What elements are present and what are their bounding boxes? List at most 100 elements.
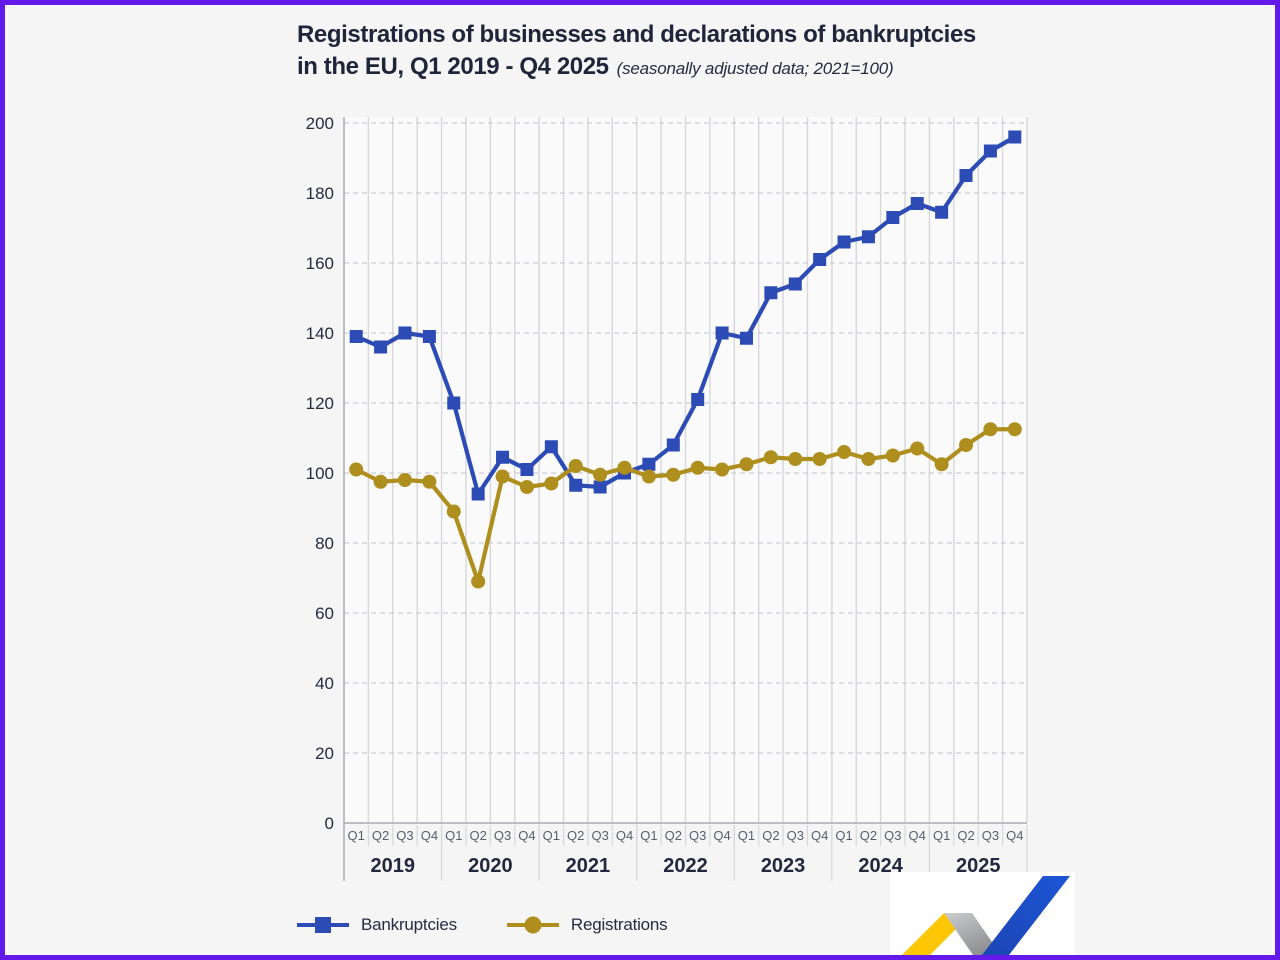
x-axis-quarter-label: Q3 xyxy=(982,828,999,843)
legend-label-registrations: Registrations xyxy=(570,915,668,934)
x-axis-quarter-label: Q2 xyxy=(957,828,974,843)
bankruptcies-data-point xyxy=(910,197,924,210)
bankruptcies-data-point xyxy=(1008,130,1022,144)
registrations-data-point xyxy=(471,574,486,589)
registrations-data-point xyxy=(983,422,998,437)
bankruptcies-data-point xyxy=(544,440,558,454)
x-axis-quarter-label: Q4 xyxy=(421,828,438,843)
y-axis-tick-label: 140 xyxy=(306,324,334,343)
x-axis-quarter-label: Q2 xyxy=(762,828,779,843)
bankruptcies-data-point xyxy=(349,330,363,343)
registrations-data-point xyxy=(495,469,510,484)
chart-title-line2-text: in the EU, Q1 2019 - Q4 2025 xyxy=(297,52,609,80)
bankruptcies-data-point xyxy=(422,330,436,343)
bankruptcies-data-point xyxy=(666,438,680,452)
y-axis-tick-label: 20 xyxy=(315,744,334,763)
registrations-data-point xyxy=(739,457,754,472)
registrations-data-point xyxy=(715,462,730,477)
x-axis-quarter-label: Q4 xyxy=(713,828,730,843)
x-axis-quarter-label: Q4 xyxy=(811,828,828,843)
x-axis-quarter-label: Q4 xyxy=(616,828,633,843)
registrations-data-point xyxy=(568,459,583,473)
registrations-data-point xyxy=(934,457,949,472)
x-axis-quarter-label: Q1 xyxy=(835,828,852,843)
x-axis-quarter-label: Q2 xyxy=(665,828,682,843)
x-axis-quarter-label: Q4 xyxy=(518,828,535,843)
y-axis-tick-label: 40 xyxy=(315,674,334,693)
x-axis-year-label: 2020 xyxy=(468,855,513,877)
bankruptcies-data-point xyxy=(788,277,802,291)
registrations-data-point xyxy=(959,438,974,452)
chart-title-block: Registrations of businesses and declarat… xyxy=(297,19,1037,83)
x-axis-quarter-label: Q3 xyxy=(689,828,706,843)
registrations-data-point xyxy=(519,480,534,494)
registrations-data-point xyxy=(910,441,925,456)
bankruptcies-data-point xyxy=(886,211,900,224)
registrations-series-marker-icon xyxy=(506,916,559,934)
legend-item-bankruptcies: Bankruptcies xyxy=(297,915,457,935)
y-axis-tick-label: 160 xyxy=(306,254,334,273)
bankruptcies-line xyxy=(355,135,1016,497)
logo-gray-band xyxy=(944,913,1001,955)
x-axis-quarter-label: Q4 xyxy=(909,828,926,843)
x-axis-quarter-label: Q1 xyxy=(738,828,755,843)
x-axis-quarter-label: Q3 xyxy=(396,828,413,843)
bankruptcies-data-point xyxy=(691,393,705,406)
bankruptcies-data-point xyxy=(861,230,875,244)
y-axis-tick-label: 120 xyxy=(306,394,334,413)
x-axis-quarter-label: Q2 xyxy=(469,828,486,843)
registrations-data-point xyxy=(422,474,437,489)
x-axis-quarter-label: Q4 xyxy=(1006,828,1023,843)
line-chart: 0 20 40 60 80 100 120 140 160 180 200 Q1 Q2 Q3 Q4 Q1 Q2 Q… xyxy=(306,114,1028,881)
bankruptcies-series-marker-icon xyxy=(297,917,349,933)
bankruptcies-data-point xyxy=(959,169,973,182)
registrations-data-point xyxy=(397,473,412,487)
bankruptcies-data-point xyxy=(983,144,997,158)
bankruptcies-data-point xyxy=(471,487,485,501)
x-axis-year-label: 2021 xyxy=(566,855,611,877)
y-axis-tick-label: 60 xyxy=(315,604,334,623)
x-axis-quarter-label: Q3 xyxy=(494,828,511,843)
registrations-data-point xyxy=(617,460,632,475)
registrations-data-point xyxy=(690,460,705,475)
bankruptcies-data-point xyxy=(715,326,729,340)
x-axis-quarter-label: Q2 xyxy=(860,828,877,843)
registrations-data-point xyxy=(763,450,778,465)
x-axis-quarter-label: Q3 xyxy=(787,828,804,843)
registrations-data-point xyxy=(861,452,876,466)
legend-item-registrations: Registrations xyxy=(506,915,668,935)
logo-blue-band xyxy=(982,876,1070,955)
registrations-data-point xyxy=(641,469,656,484)
x-axis-quarter-label: Q2 xyxy=(372,828,389,843)
bankruptcies-data-point xyxy=(447,396,461,410)
y-axis-tick-label: 100 xyxy=(306,464,334,483)
bankruptcies-data-point xyxy=(739,331,753,345)
chart-title-line1: Registrations of businesses and declarat… xyxy=(297,21,976,48)
registrations-data-point xyxy=(885,448,900,463)
x-axis-quarter-label: Q2 xyxy=(567,828,584,843)
bankruptcies-data-point xyxy=(593,480,607,494)
x-axis-year-label: 2025 xyxy=(956,855,1001,877)
x-axis-year-label: 2023 xyxy=(761,855,806,877)
x-axis-year-label: 2024 xyxy=(858,855,903,877)
x-axis-quarter-label: Q1 xyxy=(445,828,462,843)
y-axis-tick-label: 80 xyxy=(315,534,334,553)
x-axis-year-label: 2022 xyxy=(663,855,708,877)
bankruptcies-data-point xyxy=(837,235,851,249)
x-axis-quarter-label: Q1 xyxy=(348,828,365,843)
registrations-data-point xyxy=(593,467,608,482)
x-axis-quarter-label: Q3 xyxy=(884,828,901,843)
registrations-data-point xyxy=(788,452,803,466)
registrations-data-point xyxy=(544,476,559,491)
x-axis-quarter-label: Q1 xyxy=(543,828,560,843)
registrations-data-point xyxy=(1007,422,1022,437)
y-axis-tick-label: 200 xyxy=(306,114,334,133)
x-axis-quarter-label: Q1 xyxy=(933,828,950,843)
chart-legend: Bankruptcies Registrations xyxy=(297,915,668,935)
registrations-data-point xyxy=(666,467,681,482)
x-axis-year-label: 2019 xyxy=(371,855,416,877)
registrations-data-point xyxy=(446,504,461,519)
chart-subtitle: (seasonally adjusted data; 2021=100) xyxy=(616,58,894,78)
chart-title-line2: in the EU, Q1 2019 - Q4 2025 (seasonally … xyxy=(297,51,1037,83)
